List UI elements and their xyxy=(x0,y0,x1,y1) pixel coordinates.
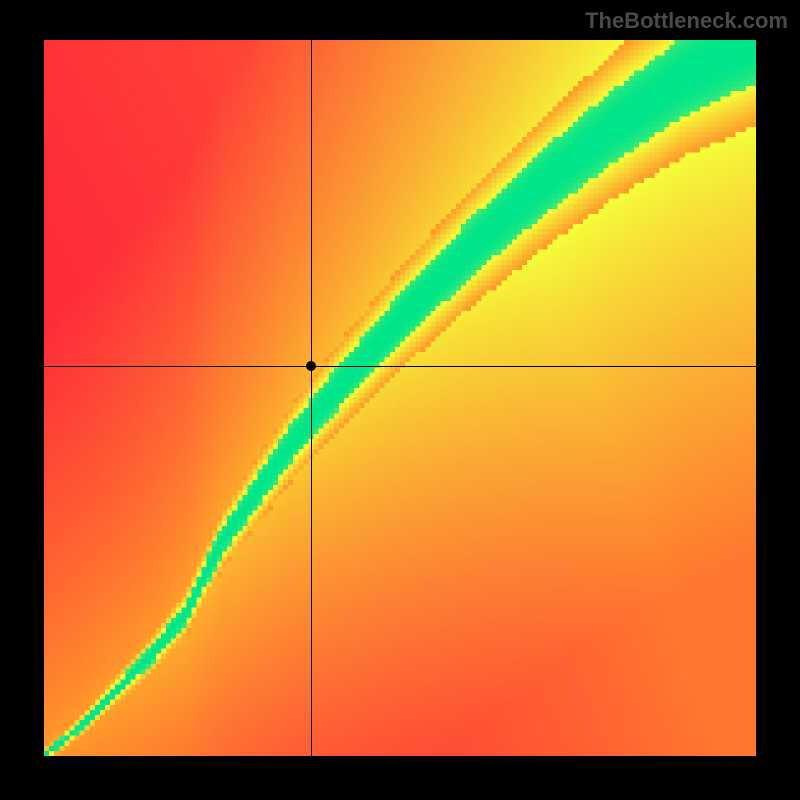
heatmap-plot xyxy=(44,40,756,756)
marker-dot xyxy=(306,361,316,371)
crosshair-vertical xyxy=(311,40,312,756)
heatmap-canvas xyxy=(44,40,756,756)
crosshair-horizontal xyxy=(44,366,756,367)
watermark-text: TheBottleneck.com xyxy=(585,8,788,34)
